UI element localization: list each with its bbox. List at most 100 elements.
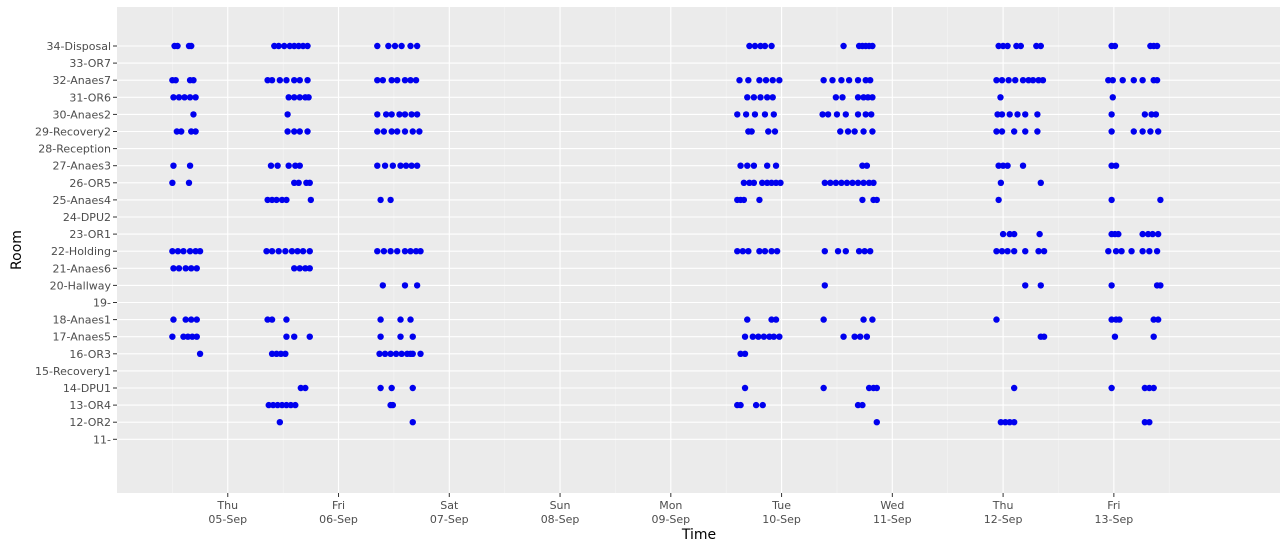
data-point — [873, 384, 880, 392]
data-point — [181, 94, 188, 101]
data-point — [265, 401, 272, 409]
x-tick-weekday: Thu — [992, 499, 1014, 512]
data-point — [295, 42, 302, 50]
data-point — [278, 196, 286, 204]
data-point — [769, 77, 776, 84]
data-point — [413, 282, 421, 289]
data-point — [819, 111, 826, 118]
data-point — [182, 265, 189, 272]
y-tick-label: 15-Recovery1 — [35, 365, 111, 378]
data-point — [854, 77, 862, 84]
data-point — [761, 42, 769, 50]
data-point — [401, 128, 409, 135]
data-point — [1111, 42, 1119, 50]
data-point — [1029, 77, 1037, 84]
data-point — [408, 111, 415, 118]
data-point — [389, 162, 397, 169]
data-point — [750, 94, 758, 101]
data-point — [866, 77, 874, 84]
data-point — [296, 162, 303, 169]
data-point — [413, 111, 421, 118]
data-point — [757, 42, 764, 50]
data-point — [180, 333, 187, 340]
data-point — [993, 316, 1000, 323]
data-point — [995, 42, 1002, 50]
data-point — [745, 248, 752, 255]
data-point — [1108, 282, 1115, 289]
data-point — [269, 401, 277, 409]
data-point — [174, 248, 182, 255]
data-point — [271, 42, 278, 50]
data-point — [263, 248, 270, 255]
data-point — [993, 77, 1000, 84]
data-point — [746, 179, 753, 186]
data-point — [186, 162, 194, 169]
data-point — [1012, 77, 1019, 84]
data-point — [273, 196, 280, 204]
data-point — [268, 248, 276, 255]
data-point — [1022, 248, 1029, 255]
data-point — [1146, 419, 1153, 426]
data-point — [1112, 162, 1120, 169]
data-point — [175, 265, 183, 272]
data-point — [264, 316, 271, 323]
data-point — [1010, 248, 1018, 255]
data-point — [737, 401, 744, 409]
data-point — [264, 77, 271, 84]
data-point — [188, 265, 195, 272]
data-point — [998, 248, 1006, 255]
y-tick-label: 33-OR7 — [69, 57, 111, 70]
data-point — [283, 333, 290, 340]
data-point — [284, 128, 291, 135]
data-point — [268, 316, 276, 323]
data-point — [1157, 196, 1164, 204]
data-point — [829, 77, 836, 84]
data-point — [169, 248, 176, 255]
data-point — [756, 248, 763, 255]
data-point — [749, 333, 757, 340]
data-point — [388, 128, 395, 135]
data-point — [993, 248, 1000, 255]
data-point — [174, 42, 181, 50]
y-tick-label: 19- — [93, 297, 111, 310]
data-point — [756, 77, 763, 84]
data-point — [997, 94, 1004, 101]
data-point — [860, 316, 867, 323]
data-point — [998, 77, 1006, 84]
data-point — [1108, 111, 1115, 118]
data-point — [761, 248, 769, 255]
data-point — [178, 128, 185, 135]
x-tick-weekday: Sun — [550, 499, 571, 512]
data-point — [995, 196, 1002, 204]
data-point — [859, 196, 866, 204]
data-point — [751, 42, 759, 50]
data-point — [869, 316, 876, 323]
data-point — [1039, 77, 1047, 84]
data-point — [768, 248, 775, 255]
data-point — [407, 316, 414, 323]
data-point — [1139, 128, 1146, 135]
data-point — [770, 111, 778, 118]
data-point — [285, 162, 292, 169]
data-point — [287, 401, 295, 409]
data-point — [740, 196, 748, 204]
data-point — [1157, 282, 1164, 289]
data-point — [409, 419, 416, 426]
data-point — [275, 42, 282, 50]
data-point — [751, 111, 759, 118]
data-point — [772, 179, 780, 186]
data-point — [170, 265, 177, 272]
data-point — [189, 333, 196, 340]
y-tick-label: 14-DPU1 — [63, 382, 111, 395]
data-point — [377, 333, 384, 340]
data-point — [292, 401, 299, 409]
data-point — [772, 162, 780, 169]
y-tick-label: 24-DPU2 — [63, 211, 111, 224]
data-point — [1150, 333, 1157, 340]
data-point — [1153, 77, 1161, 84]
data-point — [854, 94, 862, 101]
data-point — [1010, 419, 1018, 426]
data-point — [180, 248, 187, 255]
x-tick-weekday: Mon — [659, 499, 682, 512]
data-point — [737, 162, 744, 169]
